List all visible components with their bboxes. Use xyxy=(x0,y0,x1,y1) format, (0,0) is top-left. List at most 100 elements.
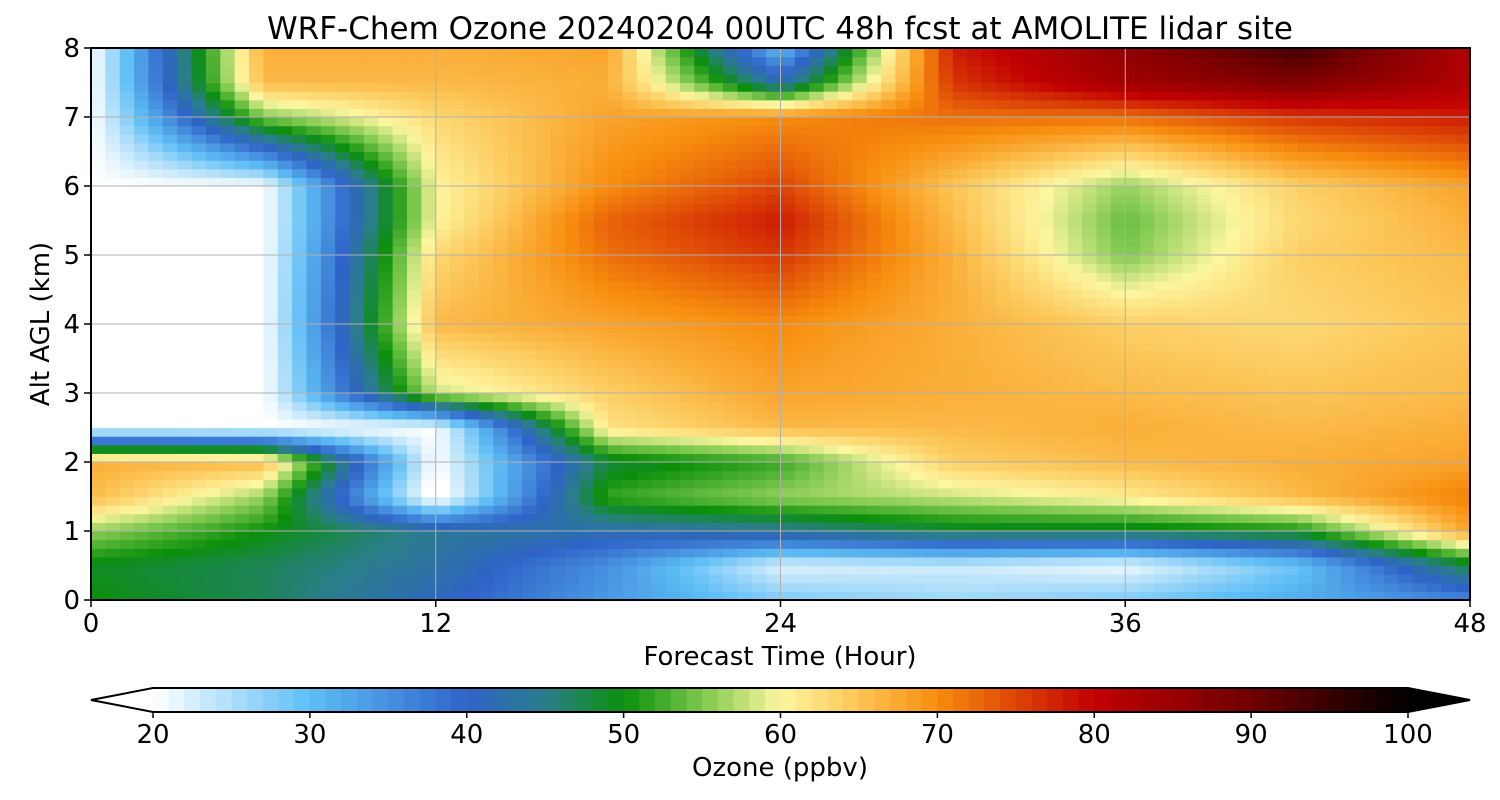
field-cell xyxy=(1412,203,1428,213)
field-cell xyxy=(363,289,379,299)
field-cell xyxy=(766,479,782,489)
field-cell xyxy=(1153,160,1169,170)
field-cell xyxy=(579,462,595,472)
field-cell xyxy=(1067,591,1083,601)
field-cell xyxy=(450,332,466,342)
field-cell xyxy=(881,160,897,170)
field-cell xyxy=(665,574,681,584)
field-cell xyxy=(608,556,624,567)
field-cell xyxy=(823,194,839,204)
field-cell xyxy=(191,565,207,575)
field-cell xyxy=(91,496,106,506)
field-cell xyxy=(651,444,667,454)
field-cell xyxy=(1125,418,1141,429)
field-cell xyxy=(1369,487,1385,498)
field-cell xyxy=(852,410,868,420)
field-cell xyxy=(1053,375,1069,385)
field-cell xyxy=(679,462,695,472)
field-cell xyxy=(579,237,595,247)
field-cell xyxy=(349,229,365,239)
field-cell xyxy=(91,246,106,256)
field-cell xyxy=(478,160,494,170)
field-cell xyxy=(924,418,940,429)
field-cell xyxy=(1067,556,1083,567)
field-cell xyxy=(320,513,336,523)
field-cell xyxy=(1039,548,1055,558)
field-cell xyxy=(349,539,365,549)
field-cell xyxy=(464,306,480,316)
field-cell xyxy=(995,367,1011,377)
field-cell xyxy=(1254,427,1270,437)
field-cell xyxy=(234,522,250,532)
field-cell xyxy=(995,306,1011,316)
field-cell xyxy=(981,186,997,196)
field-cell xyxy=(1039,358,1055,368)
field-cell xyxy=(1211,548,1227,558)
field-cell xyxy=(320,341,336,351)
field-cell xyxy=(421,229,437,239)
field-cell xyxy=(450,574,466,584)
field-cell xyxy=(263,479,279,489)
field-cell xyxy=(1182,401,1198,411)
field-cell xyxy=(1326,237,1342,247)
field-cell xyxy=(119,582,135,592)
field-cell xyxy=(737,574,753,584)
field-cell xyxy=(392,315,408,325)
field-cell xyxy=(665,436,681,446)
field-cell xyxy=(952,194,968,204)
field-cell xyxy=(565,565,580,575)
field-cell xyxy=(1139,427,1155,437)
field-cell xyxy=(751,427,767,437)
field-cell xyxy=(708,168,724,178)
field-cell xyxy=(234,462,250,472)
field-cell xyxy=(780,565,796,575)
field-cell xyxy=(277,522,293,532)
field-cell xyxy=(981,384,997,394)
field-cell xyxy=(1311,531,1327,541)
field-cell xyxy=(938,496,954,506)
field-cell xyxy=(464,263,480,273)
field-cell xyxy=(105,220,121,230)
field-cell xyxy=(421,375,437,385)
field-cell xyxy=(636,168,652,178)
field-cell xyxy=(608,375,624,385)
field-cell xyxy=(1110,410,1126,420)
field-cell xyxy=(550,496,566,506)
field-cell xyxy=(881,349,897,360)
field-cell xyxy=(306,582,322,592)
field-cell xyxy=(148,289,164,299)
field-cell xyxy=(1182,306,1198,316)
field-cell xyxy=(909,384,925,394)
field-cell xyxy=(1182,462,1198,472)
field-cell xyxy=(952,203,968,213)
field-cell xyxy=(967,211,983,222)
field-cell xyxy=(967,479,983,489)
field-cell xyxy=(191,315,207,325)
field-cell xyxy=(751,479,767,489)
field-cell xyxy=(837,298,853,308)
field-cell xyxy=(1067,194,1083,204)
field-cell xyxy=(809,349,825,360)
field-cell xyxy=(622,427,638,437)
field-cell xyxy=(435,298,451,308)
field-cell xyxy=(306,151,322,161)
field-cell xyxy=(694,393,710,403)
field-cell xyxy=(708,246,724,256)
field-cell xyxy=(1225,255,1241,265)
field-cell xyxy=(1383,315,1399,325)
field-cell xyxy=(1010,367,1026,377)
field-cell xyxy=(162,306,178,316)
field-cell xyxy=(723,505,738,515)
field-cell xyxy=(694,505,710,515)
field-cell xyxy=(320,565,336,575)
field-cell xyxy=(378,203,394,213)
field-cell xyxy=(967,582,983,592)
field-cell xyxy=(565,574,580,584)
field-cell xyxy=(938,315,954,325)
field-cell xyxy=(1039,462,1055,472)
field-cell xyxy=(608,186,624,196)
field-cell xyxy=(694,186,710,196)
field-cell xyxy=(1197,203,1213,213)
field-cell xyxy=(866,470,882,480)
field-cell xyxy=(1110,211,1126,222)
